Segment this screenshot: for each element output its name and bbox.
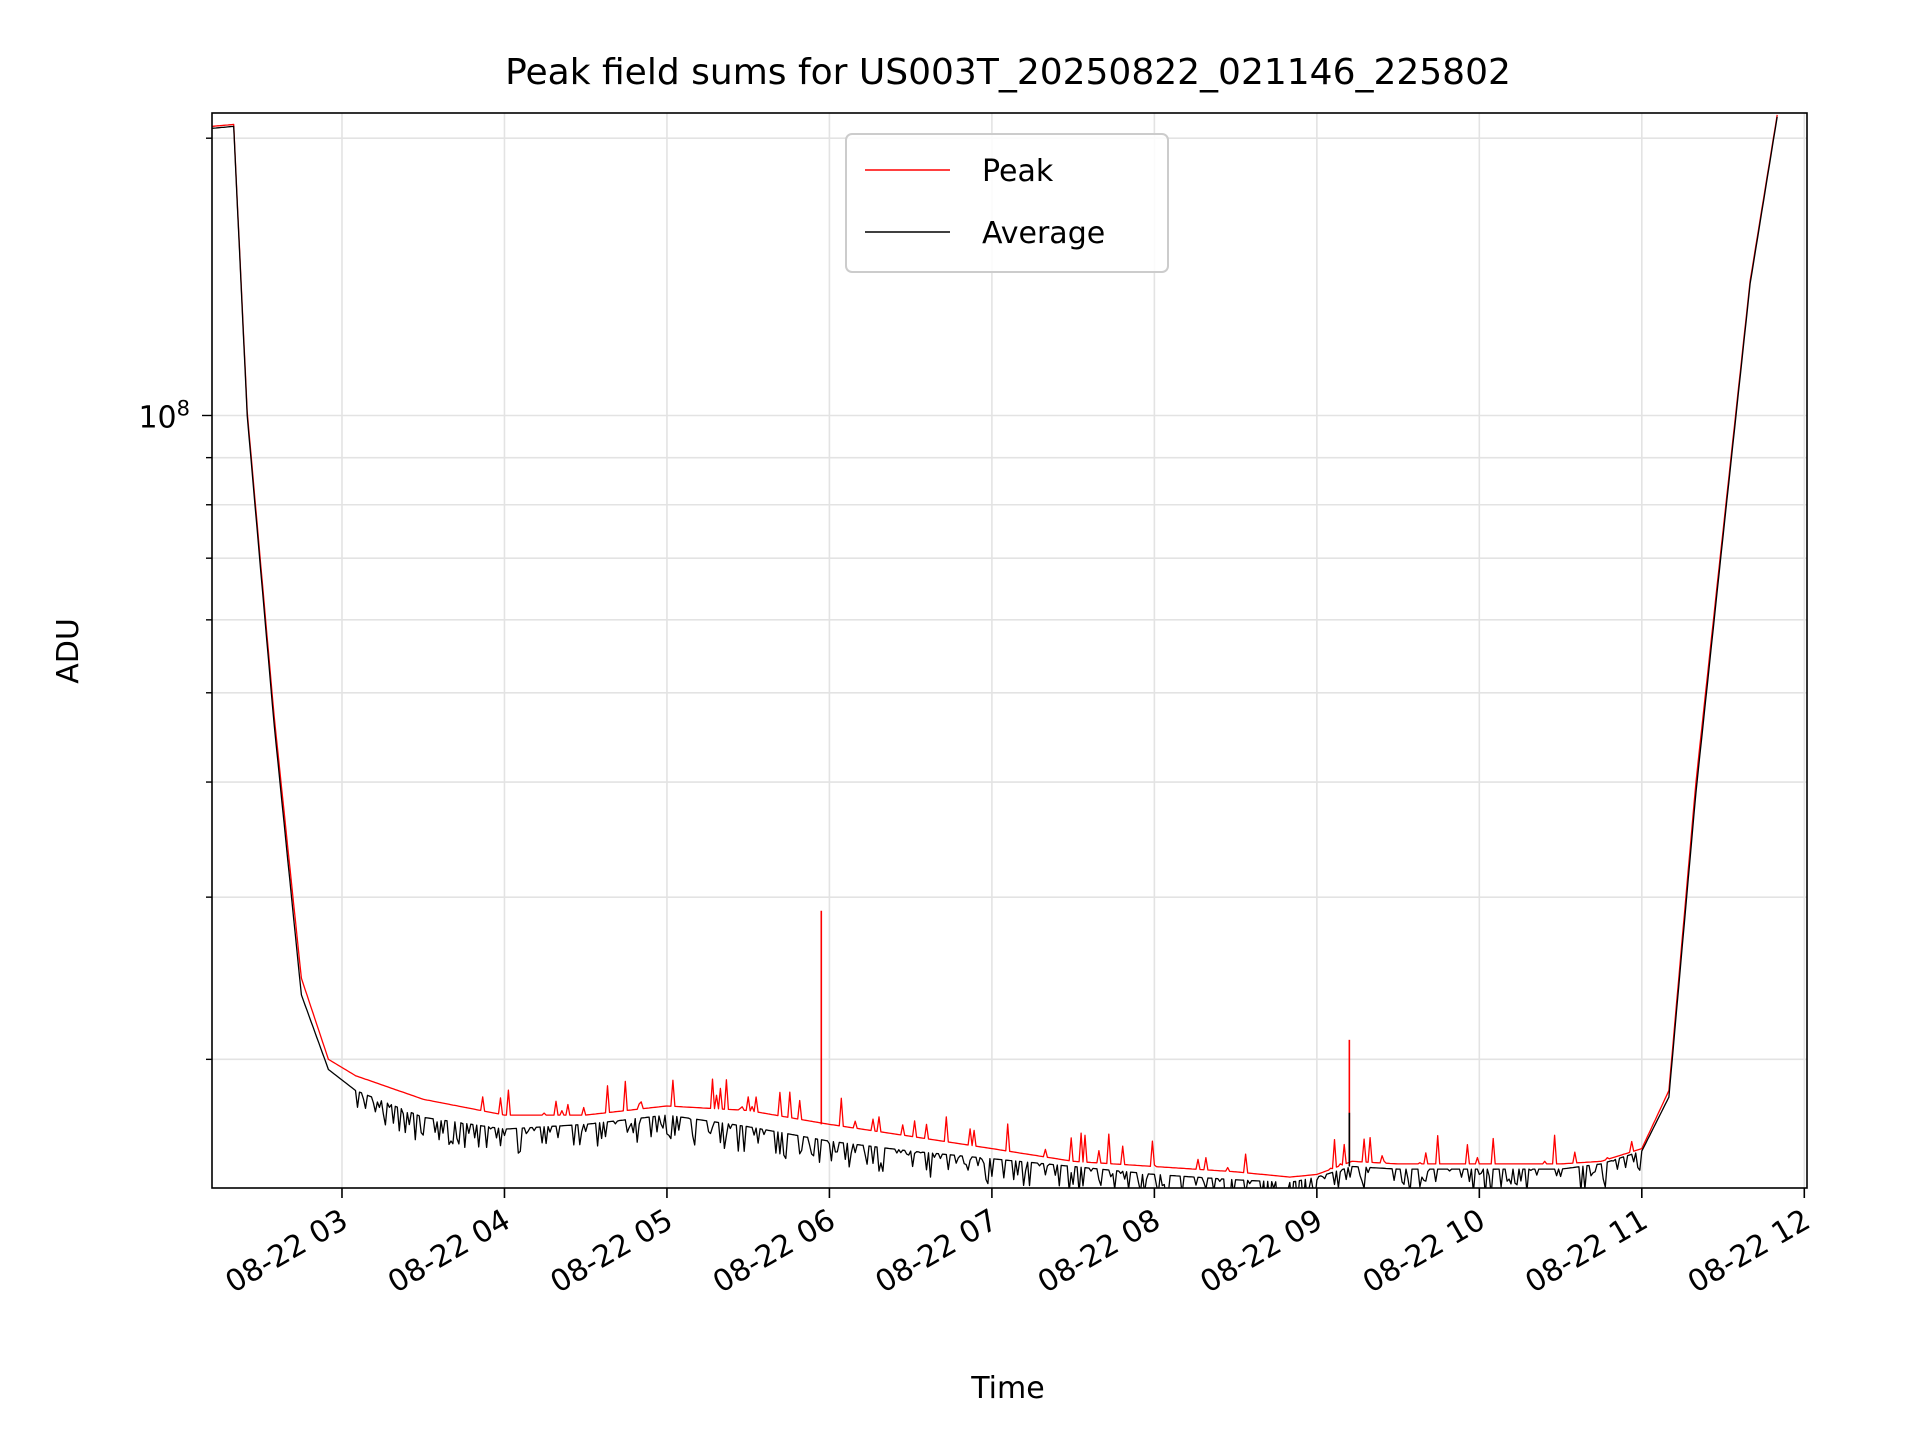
x-axis-label: Time bbox=[970, 1371, 1044, 1406]
series-average-line bbox=[212, 116, 1778, 1188]
legend-box bbox=[845, 133, 1169, 273]
series-peak-line bbox=[212, 114, 1778, 1178]
chart-title: Peak field sums for US003T_20250822_0211… bbox=[505, 52, 1511, 93]
y-axis-label: ADU bbox=[51, 618, 86, 684]
plot-series bbox=[212, 114, 1778, 1188]
legend-average-label: Average bbox=[982, 216, 1105, 251]
grid-lines bbox=[212, 113, 1807, 1188]
legend-peak-label: Peak bbox=[982, 154, 1054, 189]
plot-frame bbox=[211, 112, 1808, 1189]
legend: Peak Average bbox=[845, 133, 1169, 273]
y-tick-label: 108 bbox=[138, 396, 190, 435]
